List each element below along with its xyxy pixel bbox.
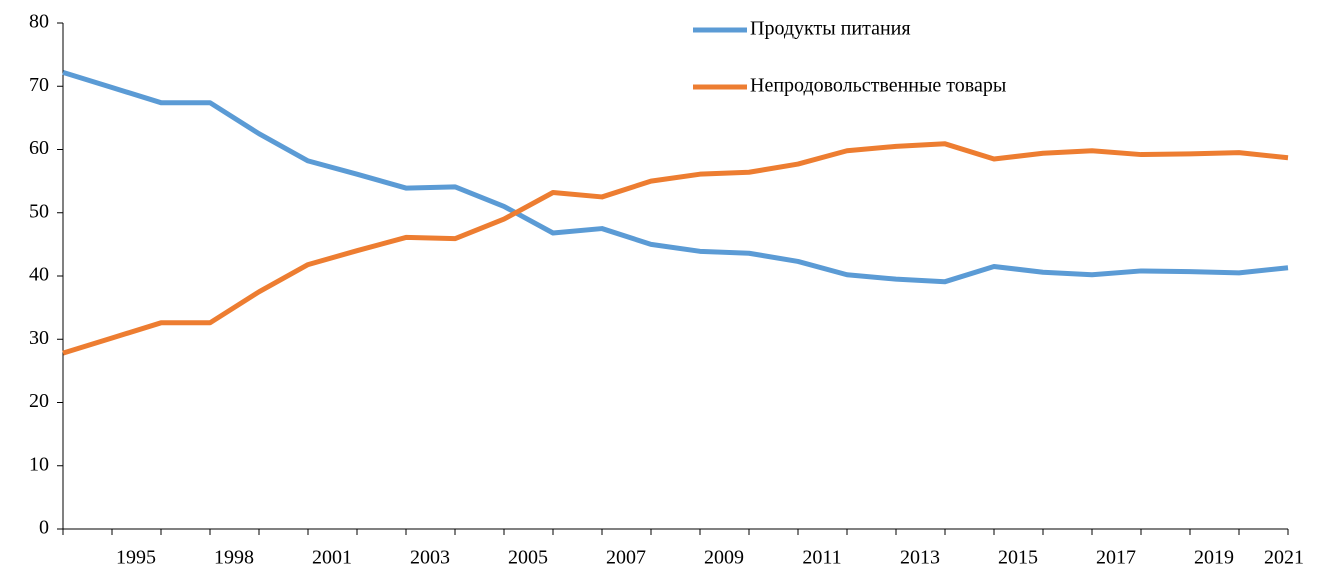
x-tick-label: 1995: [116, 547, 156, 569]
series-line: [62, 69, 1289, 285]
legend-label: Непродовольственные товары: [750, 75, 1006, 97]
y-tick-label: 80: [29, 11, 49, 33]
legend-label: Продукты питания: [750, 18, 911, 40]
x-tick-label: 2007: [606, 547, 646, 569]
x-tick-label: 2009: [704, 547, 744, 569]
y-tick-label: 10: [29, 453, 49, 475]
x-tick-label: 2005: [508, 547, 548, 569]
y-tick-label: 60: [29, 137, 49, 159]
y-tick-label: 70: [29, 74, 49, 96]
x-tick-label: 2013: [900, 547, 940, 569]
x-tick-label: 2017: [1096, 547, 1136, 569]
y-tick-label: 40: [29, 264, 49, 286]
y-tick-label: 50: [29, 200, 49, 222]
x-tick-label: 2003: [410, 547, 450, 569]
series-line: [62, 141, 1289, 356]
x-tick-label: 2011: [802, 547, 841, 569]
y-tick-label: 30: [29, 327, 49, 349]
y-tick-label: 20: [29, 390, 49, 412]
x-tick-label: 2015: [998, 547, 1038, 569]
x-tick-label: 2019: [1194, 547, 1234, 569]
y-tick-label: 0: [39, 517, 49, 539]
x-tick-label: 2021: [1264, 547, 1304, 569]
x-tick-label: 2001: [312, 547, 352, 569]
x-tick-label: 1998: [214, 547, 254, 569]
